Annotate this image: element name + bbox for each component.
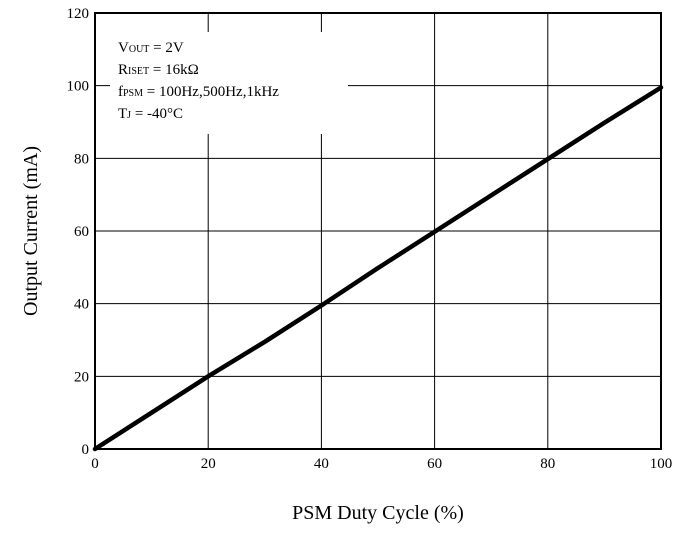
x-tick-label: 80 bbox=[540, 456, 555, 472]
series-group bbox=[92, 85, 664, 452]
plot-frame bbox=[94, 12, 662, 450]
annotation-box bbox=[110, 32, 348, 134]
annotation-line: fPSM = 100Hz,500Hz,1kHz bbox=[118, 84, 279, 100]
x-tick-label: 40 bbox=[314, 456, 329, 472]
y-tick-label: 20 bbox=[74, 369, 89, 385]
x-axis-title: PSM Duty Cycle (%) bbox=[292, 502, 464, 524]
y-axis-title: Output Current (mA) bbox=[20, 146, 42, 316]
x-tick-labels: 0 20 40 60 80 100 bbox=[91, 456, 672, 472]
annotation-line: TJ = -40°C bbox=[118, 106, 183, 122]
y-tick-labels: 0 20 40 60 80 100 120 bbox=[67, 6, 90, 458]
y-tick-label: 0 bbox=[82, 442, 90, 458]
y-tick-label: 120 bbox=[67, 6, 90, 22]
y-tick-label: 60 bbox=[74, 224, 89, 240]
y-tick-label: 100 bbox=[67, 79, 90, 95]
annotation-line: VOUT = 2V bbox=[118, 40, 184, 56]
x-tick-label: 0 bbox=[91, 456, 99, 472]
x-tick-label: 20 bbox=[201, 456, 216, 472]
y-tick-label: 80 bbox=[74, 151, 89, 167]
annotation-line: RISET = 16kΩ bbox=[118, 62, 199, 78]
series-line-0 bbox=[92, 85, 664, 452]
x-tick-label: 100 bbox=[650, 456, 673, 472]
y-tick-label: 40 bbox=[74, 297, 89, 313]
annotation-group: VOUT = 2V RISET = 16kΩ fPSM = 100Hz,500Hz,… bbox=[118, 40, 279, 122]
x-tick-label: 60 bbox=[427, 456, 442, 472]
